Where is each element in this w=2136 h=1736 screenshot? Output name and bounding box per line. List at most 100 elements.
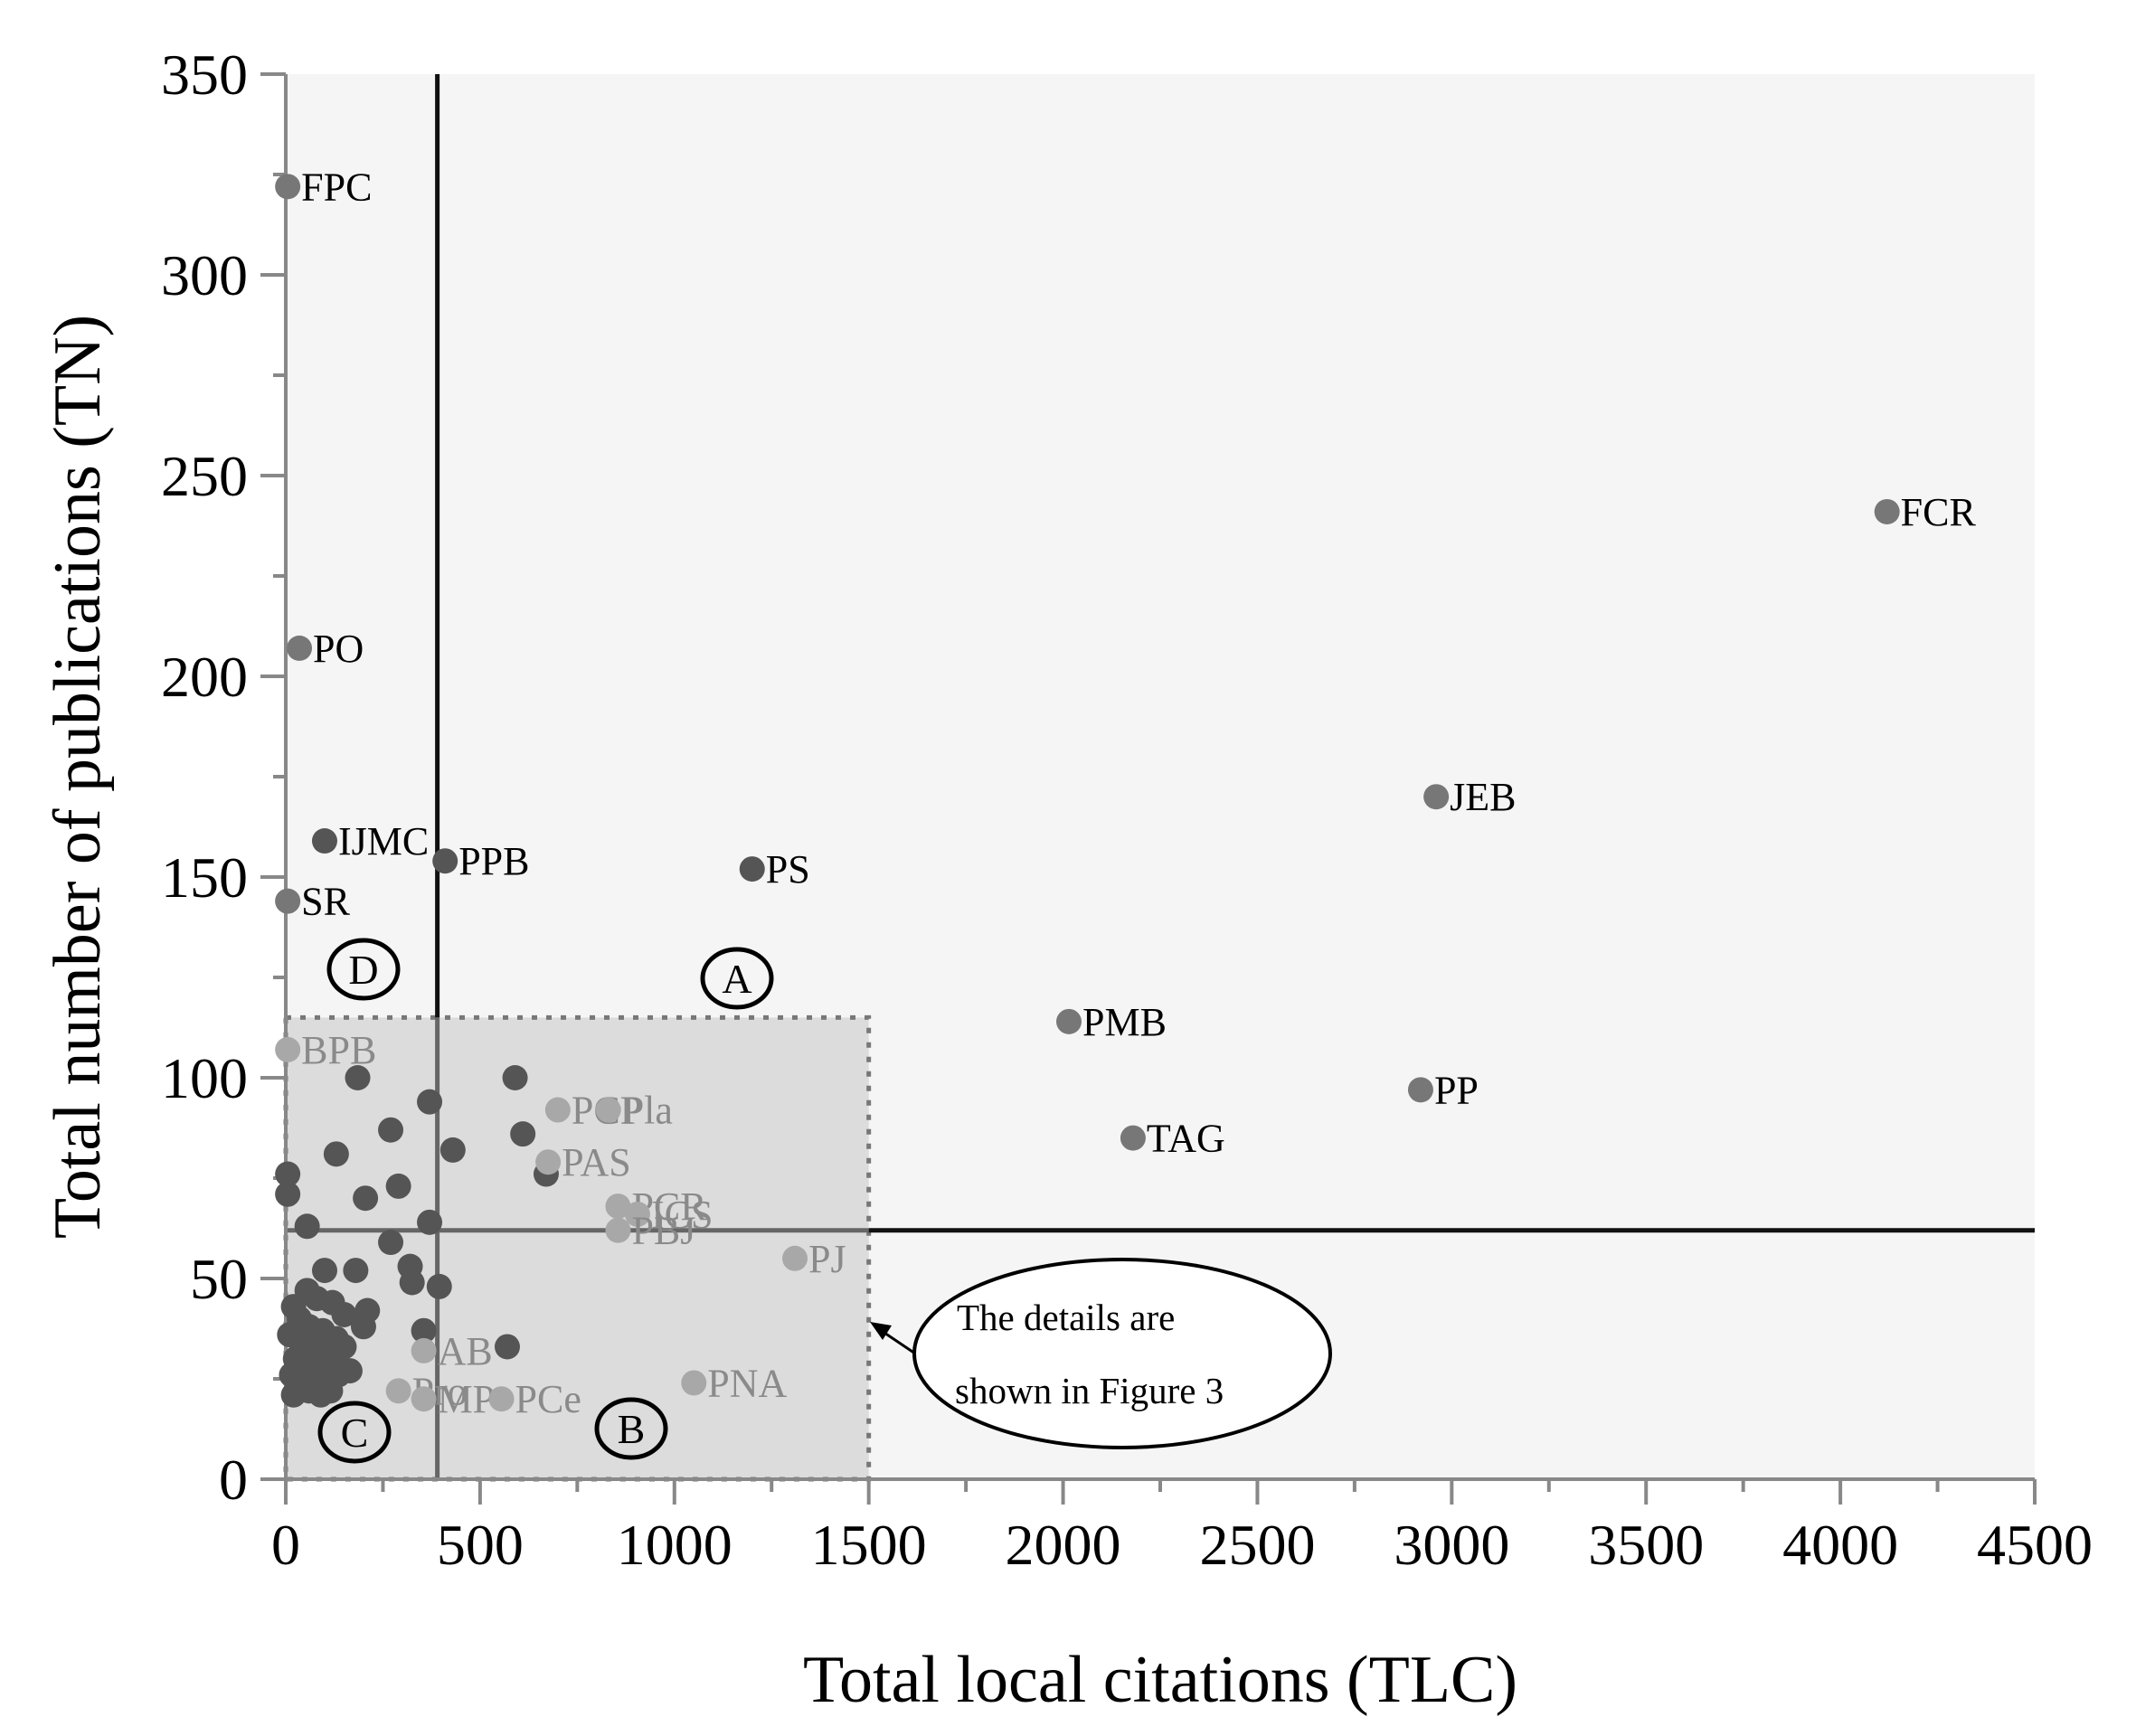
data-point bbox=[1423, 784, 1450, 810]
data-point bbox=[385, 1378, 411, 1404]
data-point bbox=[488, 1386, 515, 1412]
data-point bbox=[323, 1326, 349, 1352]
annotation-line-2: shown in Figure 3 bbox=[955, 1370, 1224, 1411]
data-point bbox=[275, 1161, 301, 1187]
y-tick-label: 300 bbox=[161, 243, 248, 307]
zone-label: B bbox=[618, 1406, 646, 1452]
zone-label: D bbox=[348, 947, 378, 993]
data-point bbox=[739, 856, 765, 882]
data-point bbox=[345, 1065, 371, 1090]
zone-marker bbox=[700, 947, 774, 1010]
data-point bbox=[1120, 1125, 1146, 1151]
data-point bbox=[354, 1297, 381, 1324]
data-point bbox=[1056, 1008, 1082, 1034]
zone-marker bbox=[317, 1401, 392, 1464]
data-point bbox=[595, 1097, 621, 1123]
data-point bbox=[544, 1097, 571, 1123]
y-tick-label: 350 bbox=[161, 42, 248, 107]
data-point bbox=[353, 1185, 379, 1212]
zone-label: A bbox=[722, 956, 751, 1002]
data-point bbox=[275, 174, 301, 200]
data-point bbox=[343, 1258, 369, 1284]
data-point-label: ICS bbox=[651, 1193, 713, 1237]
data-point bbox=[1407, 1077, 1433, 1103]
data-point-label: IJMC bbox=[338, 819, 429, 863]
y-axis-title: Total number of publications (TN) bbox=[41, 315, 115, 1239]
data-point-label: PPB bbox=[458, 839, 529, 883]
data-point bbox=[399, 1269, 425, 1296]
data-point-label: AB bbox=[438, 1329, 493, 1373]
data-point bbox=[311, 828, 337, 854]
data-point-label: PO bbox=[313, 627, 364, 671]
y-tick-label: 50 bbox=[190, 1247, 248, 1311]
data-point bbox=[624, 1201, 650, 1227]
data-point bbox=[275, 888, 301, 914]
data-point bbox=[411, 1317, 437, 1344]
y-tick-label: 250 bbox=[161, 444, 248, 508]
data-point bbox=[275, 1036, 301, 1062]
data-point-label: PMB bbox=[1082, 1000, 1167, 1044]
data-point bbox=[411, 1337, 437, 1363]
data-point-label: PBJ bbox=[631, 1209, 695, 1253]
data-points: FPCPOIJMCPPBSRPSFCRJEBPMBPPTAGBPBPCPPlaP… bbox=[275, 165, 1977, 1421]
data-point bbox=[605, 1217, 631, 1243]
x-tick-label: 3000 bbox=[1394, 1513, 1509, 1577]
data-point bbox=[494, 1334, 520, 1360]
y-tick-label: 150 bbox=[161, 845, 248, 910]
data-point bbox=[439, 1137, 466, 1163]
x-tick-label: 3500 bbox=[1588, 1513, 1704, 1577]
x-axis-title: Total local citations (TLC) bbox=[803, 1643, 1517, 1717]
x-tick-label: 2000 bbox=[1006, 1513, 1121, 1577]
x-tick-label: 1000 bbox=[617, 1513, 732, 1577]
data-point bbox=[284, 1317, 310, 1344]
data-point-label: MP bbox=[438, 1377, 496, 1421]
zone-marker bbox=[326, 938, 401, 1001]
x-tick-label: 4000 bbox=[1782, 1513, 1898, 1577]
data-point bbox=[317, 1378, 344, 1404]
x-tick-label: 0 bbox=[271, 1513, 300, 1577]
data-point bbox=[378, 1117, 404, 1143]
data-point-label: PJ bbox=[808, 1237, 846, 1281]
data-point-label: PCe bbox=[515, 1377, 581, 1421]
data-point bbox=[605, 1194, 631, 1220]
annotation-callout: The details are shown in Figure 3 bbox=[870, 1258, 1332, 1449]
zone-label: C bbox=[341, 1410, 369, 1456]
data-point-label: PAS bbox=[562, 1140, 631, 1184]
data-point bbox=[280, 1382, 307, 1408]
data-point bbox=[385, 1173, 411, 1199]
data-point bbox=[275, 1181, 301, 1207]
data-point bbox=[681, 1370, 707, 1396]
data-point-label: SR bbox=[301, 880, 350, 924]
data-point-label: PS bbox=[766, 847, 810, 892]
data-point bbox=[294, 1213, 320, 1240]
data-point bbox=[378, 1230, 404, 1256]
data-point bbox=[510, 1121, 536, 1147]
data-point bbox=[432, 848, 458, 874]
data-point bbox=[417, 1089, 443, 1115]
annotation-ellipse bbox=[912, 1258, 1332, 1449]
data-point bbox=[417, 1209, 443, 1235]
y-tick-label: 0 bbox=[219, 1448, 248, 1512]
data-point bbox=[502, 1065, 528, 1090]
x-tick-label: 500 bbox=[437, 1513, 524, 1577]
data-point-label: FCR bbox=[1901, 490, 1977, 534]
y-tick-label: 100 bbox=[161, 1046, 248, 1110]
data-point bbox=[535, 1149, 562, 1175]
data-point bbox=[411, 1386, 437, 1412]
data-point bbox=[331, 1301, 357, 1327]
x-tick-label: 2500 bbox=[1199, 1513, 1315, 1577]
annotation-arrowhead bbox=[870, 1322, 892, 1340]
x-tick-label: 1500 bbox=[811, 1513, 927, 1577]
data-point bbox=[311, 1258, 337, 1284]
data-point bbox=[1874, 498, 1900, 524]
data-point bbox=[782, 1245, 808, 1271]
data-point-label: FPC bbox=[301, 165, 372, 209]
zone-marker bbox=[594, 1397, 668, 1460]
data-point-label: PNA bbox=[707, 1361, 787, 1405]
data-point bbox=[426, 1273, 452, 1299]
data-point bbox=[323, 1141, 349, 1167]
x-tick-label: 4500 bbox=[1977, 1513, 2093, 1577]
data-point-label: BPB bbox=[301, 1028, 376, 1072]
